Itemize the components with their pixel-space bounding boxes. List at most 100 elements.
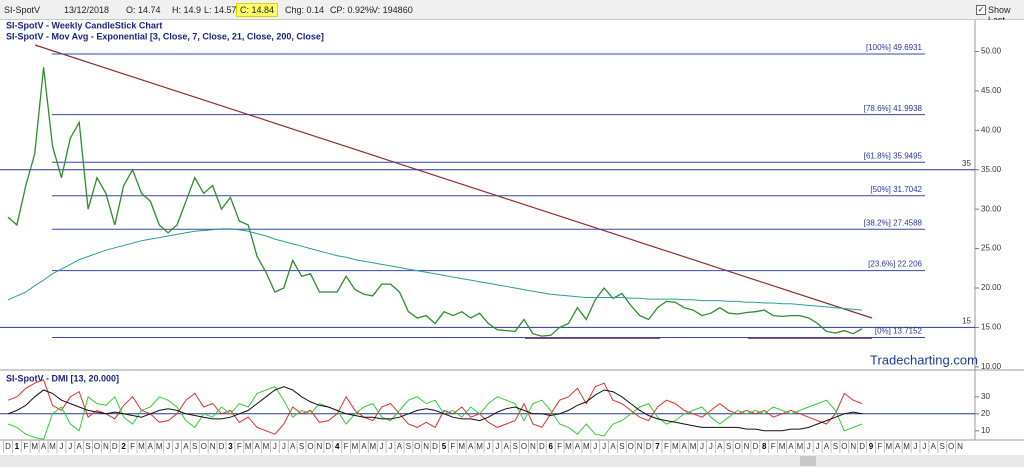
x-tick-label: A [254,442,260,451]
x-tick-label: J [389,442,393,451]
x-tick-label: 2 [121,442,126,451]
x-tick-label: 4 [335,442,340,451]
change-percent: CP: 0.92% [330,5,374,15]
x-tick-label: O [841,442,847,451]
x-tick-label: F [23,442,28,451]
x-tick-label: D [646,442,652,451]
y-tick-label: 50.00 [981,47,1002,56]
y-tick-label: 30.00 [981,204,1002,213]
x-tick-label: O [734,442,740,451]
x-tick-label: D [5,442,11,451]
x-tick-label: F [664,442,669,451]
x-tick-label: S [192,442,197,451]
x-tick-label: O [948,442,954,451]
x-tick-label: M [369,442,376,451]
y-tick-label: 10 [981,426,990,435]
x-tick-label: J [914,442,918,451]
x-tick-label: F [450,442,455,451]
x-tick-label: M [31,442,38,451]
x-tick-label: J [593,442,597,451]
x-tick-label: M [797,442,804,451]
x-tick-label: N [210,442,216,451]
x-tick-label: S [619,442,624,451]
x-tick-label: D [539,442,545,451]
x-tick-label: O [201,442,207,451]
y-tick-label: 45.00 [981,86,1002,95]
x-tick-label: J [59,442,63,451]
x-tick-label: M [138,442,145,451]
fib-label: [78.6%] 41.9938 [864,104,923,113]
x-tick-label: N [530,442,536,451]
level-label: 15 [962,317,971,326]
scroll-thumb[interactable] [800,456,816,466]
close: C: 14.84 [236,3,279,17]
x-tick-label: S [940,442,945,451]
x-tick-label: A [931,442,937,451]
x-tick-label: A [361,442,367,451]
x-tick-label: N [103,442,109,451]
x-tick-label: S [406,442,411,451]
x-tick-label: N [423,442,429,451]
x-tick-label: 1 [15,442,20,451]
x-tick-label: M [245,442,252,451]
x-tick-label: J [273,442,277,451]
x-tick-label: A [183,442,189,451]
volume: V: 194860 [372,5,413,15]
x-tick-label: M [263,442,270,451]
fib-label: [100%] 49.6931 [866,43,923,52]
x-tick-label: 3 [228,442,233,451]
chart-subtitle: SI-SpotV - Mov Avg - Exponential [3, Clo… [6,31,324,41]
series-line [7,228,863,311]
x-tick-label: A [41,442,47,451]
watermark: Tradecharting.com [870,352,978,367]
x-tick-label: J [807,442,811,451]
trend-line [34,44,873,319]
scrollbar[interactable] [0,455,1024,467]
x-tick-label: O [94,442,100,451]
x-tick-label: A [895,442,901,451]
x-tick-label: A [610,442,616,451]
x-tick-label: A [824,442,830,451]
x-tick-label: D [859,442,865,451]
x-tick-label: A [575,442,581,451]
x-tick-label: 9 [869,442,874,451]
x-tick-label: S [833,442,838,451]
x-tick-label: J [602,442,606,451]
x-tick-label: M [156,442,163,451]
x-tick-label: A [290,442,296,451]
x-tick-label: M [903,442,910,451]
y-tick-label: 20 [981,409,990,418]
x-tick-label: D [752,442,758,451]
y-tick-label: 30 [981,392,990,401]
x-tick-label: M [458,442,465,451]
x-tick-label: J [495,442,499,451]
y-tick-label: 25.00 [981,244,1002,253]
chart-title: SI-SpotV - Weekly CandleStick Chart [6,20,162,30]
x-tick-label: F [130,442,135,451]
x-tick-label: A [504,442,510,451]
x-tick-label: O [521,442,527,451]
fib-label: [23.6%] 22.206 [868,260,922,269]
high: H: 14.9 [172,5,202,15]
x-tick-label: S [85,442,90,451]
x-tick-label: J [922,442,926,451]
x-tick-label: A [788,442,794,451]
x-tick-label: N [317,442,323,451]
x-tick-label: F [877,442,882,451]
fib-label: [61.8%] 35.9495 [864,151,923,160]
change: Chg: 0.14 [285,5,325,15]
y-tick-label: 10.00 [981,362,1002,371]
date: 13/12/2018 [64,5,110,15]
x-tick-label: D [432,442,438,451]
x-tick-label: J [816,442,820,451]
x-tick-label: A [77,442,83,451]
series-line [7,385,863,440]
checkbox[interactable]: ✓ [976,5,986,15]
x-tick-label: O [307,442,313,451]
x-tick-label: 7 [655,442,660,451]
x-tick-label: N [850,442,856,451]
x-tick-label: 6 [549,442,554,451]
level-label: 35 [962,159,971,168]
